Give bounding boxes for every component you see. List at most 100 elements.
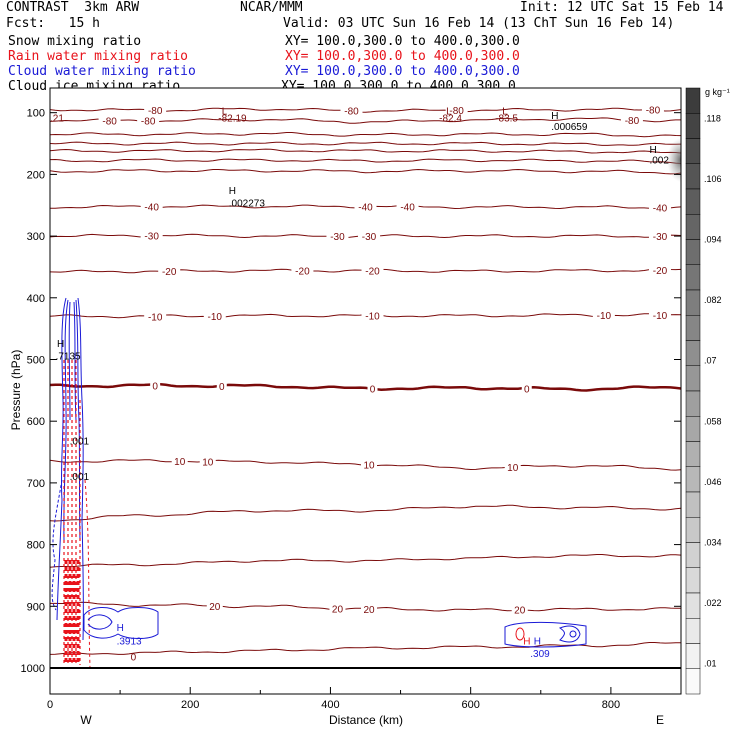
colorbar-label: .01	[704, 659, 717, 669]
contour-label: -10	[365, 312, 380, 323]
x-tick-label: 0	[47, 699, 53, 711]
colorbar-segment	[685, 188, 701, 215]
extremum-label: .3913	[117, 637, 142, 648]
extremum-label: -82.4	[439, 113, 462, 124]
contour-label-bg	[358, 230, 381, 243]
extremum-label: .21	[50, 113, 64, 124]
contour-label: -80	[148, 106, 163, 117]
x-axis: 0 200 400 600 800	[47, 687, 620, 711]
y-tick-label: 800	[27, 540, 45, 552]
contour-label: -10	[208, 312, 223, 323]
contour-label-bg	[648, 201, 671, 214]
colorbar-segment	[685, 214, 701, 240]
precipitation-column	[51, 138, 681, 669]
colorbar-label: .118	[704, 113, 721, 123]
contour-label-bg	[206, 599, 223, 612]
temperature-contour	[50, 141, 681, 146]
cloud-water-low-east	[504, 621, 587, 648]
colorbar-segment	[685, 113, 701, 139]
contour-label-bg	[521, 382, 532, 395]
field-xy-cloud-water: XY= 100.0,300.0 to 400.0,300.0	[285, 64, 520, 79]
x-axis-label: Distance (km)	[329, 713, 403, 727]
temperature-contour	[50, 168, 681, 175]
contour-label: -80	[449, 106, 464, 117]
contour-label: 20	[209, 602, 221, 613]
extremum-label: .000659	[551, 122, 588, 133]
contour-label-bg	[361, 264, 384, 277]
field-name-rain: Rain water mixing ratio	[8, 49, 189, 64]
init-time: Init: 12 UTC Sat 15 Feb 14	[520, 0, 724, 15]
contour-label: -10	[148, 312, 163, 323]
contour-label-bg	[361, 309, 384, 322]
contour-label: -80	[141, 117, 156, 128]
contour-label-bg	[140, 229, 163, 242]
cloud-water-contour-core	[68, 301, 77, 421]
contour-label: -80	[646, 106, 661, 117]
contour-label-bg	[592, 309, 615, 322]
contour-label-bg	[329, 602, 346, 615]
cloud-water-low-east-inner	[558, 625, 581, 643]
colorbar-segment	[685, 239, 701, 265]
colorbar-segment	[685, 163, 701, 190]
contour-label-bg	[361, 602, 378, 615]
contour-label: 10	[202, 457, 214, 468]
y-tick-label: 1000	[21, 663, 45, 675]
y-tick-label: 700	[27, 478, 45, 490]
contour-label: -20	[365, 267, 380, 278]
forecast-hour: Fcst: 15 h	[6, 16, 100, 31]
contour-label: -40	[358, 202, 373, 213]
contour-label-bg	[203, 309, 226, 322]
colorbar-segment	[685, 567, 701, 594]
contour-label: -20	[162, 267, 177, 278]
extremum-label: .309	[530, 649, 550, 660]
x-tick-label: 800	[602, 699, 620, 711]
colorbar-segment	[685, 365, 701, 392]
cloud-water-low-west-inner	[87, 614, 113, 630]
rain-water-contours	[63, 360, 81, 665]
contour-label: -20	[295, 267, 310, 278]
contour-label: 0	[219, 382, 225, 393]
colorbar-segment	[685, 340, 701, 366]
cloud-water-low-east-core	[569, 630, 577, 638]
y-tick-label: 500	[27, 354, 45, 366]
contour-label-bg	[648, 230, 671, 243]
contour-label-bg	[144, 104, 167, 117]
contour-label-bg	[641, 103, 664, 116]
colorbar-segment	[685, 315, 701, 341]
rain-water-edge	[84, 479, 91, 669]
y-tick-label: 100	[27, 108, 45, 120]
contour-label: -40	[400, 203, 415, 214]
colorbar-segment	[685, 466, 701, 493]
temperature-contour	[50, 554, 681, 568]
contour-label: -30	[330, 232, 345, 243]
x-tick-label: 600	[461, 699, 479, 711]
field-xy-rain: XY= 100.0,300.0 to 400.0,300.0	[285, 49, 520, 64]
contour-label: -40	[144, 202, 159, 213]
field-name-snow: Snow mixing ratio	[8, 34, 142, 49]
contour-label-bg	[340, 104, 363, 117]
x-tick-label: 400	[321, 699, 339, 711]
y-tick-label: 600	[27, 416, 45, 428]
contour-label: -10	[597, 311, 612, 322]
contour-label: 10	[507, 463, 519, 474]
extremum-label: H	[551, 111, 558, 122]
colorbar-segment	[685, 416, 701, 442]
east-label: E	[656, 713, 664, 727]
colorbar-segment	[685, 618, 701, 644]
contour-label: -30	[362, 232, 377, 243]
contour-label: 0	[524, 385, 530, 396]
contour-label-bg	[171, 454, 188, 467]
contour-label-bg	[445, 104, 468, 117]
colorbar-label: .094	[704, 235, 722, 245]
contour-label-bg	[648, 309, 671, 322]
extremum-label: .001	[70, 437, 90, 448]
contour-label: -30	[144, 231, 159, 242]
extremum-label: H	[229, 186, 236, 197]
colorbar-segment	[685, 542, 701, 568]
cloud-water-outline	[56, 297, 84, 641]
extremum-label: L	[446, 107, 452, 118]
y-tick-label: 300	[27, 231, 45, 243]
contour-label: 10	[363, 460, 375, 471]
